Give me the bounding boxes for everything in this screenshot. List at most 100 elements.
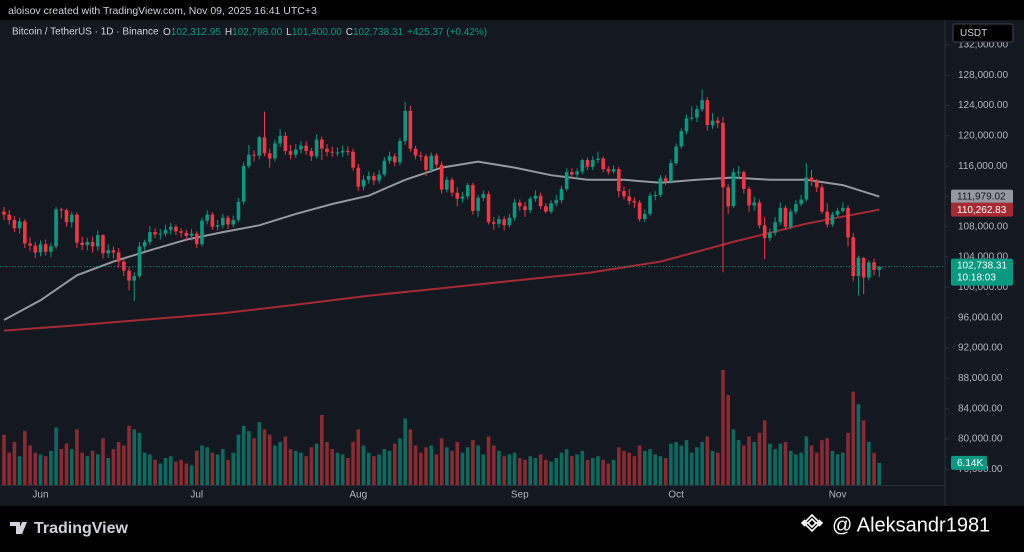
volume-bar — [663, 458, 668, 485]
binance-icon — [800, 513, 824, 533]
volume-bar — [627, 452, 631, 485]
candle-body — [7, 214, 12, 220]
volume-bar — [184, 463, 189, 485]
volume-bar — [794, 454, 798, 485]
volume-bar — [247, 431, 251, 485]
currency: USDT — [960, 28, 987, 39]
candle-body — [288, 150, 293, 155]
volume-bar — [658, 456, 663, 485]
volume-bar — [679, 445, 684, 485]
candle-body — [544, 206, 548, 212]
ohlc-legend: O102,312.95 H102,798.00 L101,400.00 C102,73… — [163, 27, 487, 38]
y-tick-label: 104,000.00 — [958, 252, 1008, 263]
volume-bar — [606, 463, 611, 485]
candle-body — [825, 211, 829, 225]
candle-body — [335, 152, 340, 154]
y-tick-label: 132,000.00 — [958, 40, 1008, 51]
y-tick-label: 84,000.00 — [958, 403, 1003, 414]
volume-bar — [450, 450, 454, 485]
x-tick-label: Nov — [829, 490, 847, 501]
candle-body — [346, 150, 350, 152]
volume-bar — [559, 452, 564, 485]
candle-body — [450, 179, 454, 193]
candle-body — [674, 146, 678, 164]
volume-bar — [721, 370, 725, 485]
volume-bar — [325, 441, 329, 485]
legend-value: 102,738.31 — [353, 27, 403, 38]
candle-body — [851, 237, 856, 277]
candle-body — [575, 171, 579, 175]
volume-bar — [580, 450, 585, 485]
candle-body — [460, 196, 465, 199]
volume-bar — [799, 452, 803, 485]
candle-body — [841, 207, 845, 211]
candle-body — [132, 276, 137, 281]
y-tick-label: 92,000.00 — [958, 343, 1003, 354]
volume-bar — [210, 452, 215, 485]
candle-body — [788, 211, 793, 227]
volume-bar — [38, 454, 43, 485]
volume-bar — [861, 420, 866, 485]
volume-bar — [752, 441, 757, 485]
candle-body — [538, 195, 543, 207]
candle-body — [403, 110, 407, 142]
candle-body — [731, 172, 736, 207]
volume-bar — [564, 449, 569, 485]
volume-bar — [455, 441, 460, 485]
volume-bar — [856, 404, 861, 485]
candle-body — [361, 179, 366, 187]
candle-body — [684, 118, 689, 132]
candle-body — [38, 244, 43, 253]
candle-body — [257, 137, 262, 156]
volume-bar — [262, 429, 267, 485]
volume-bar — [486, 436, 491, 485]
volume-bar — [544, 459, 548, 485]
volume-bar — [809, 445, 814, 485]
volume-bar — [59, 449, 64, 485]
volume-bar — [726, 395, 730, 485]
candle-body — [747, 188, 751, 206]
volume-bar — [194, 450, 199, 485]
volume-bar — [215, 454, 220, 485]
legend-value: 102,798.00 — [232, 27, 282, 38]
volume-bar — [643, 450, 647, 485]
volume-bar — [148, 454, 152, 485]
volume-bar — [689, 452, 694, 485]
candle-body — [226, 217, 230, 225]
legend-change: +425.37 (+0.42%) — [407, 27, 487, 38]
volume-bar — [835, 454, 840, 485]
candle-body — [861, 257, 866, 278]
candle-body — [366, 175, 371, 180]
volume-bar — [700, 441, 704, 485]
volume-bar — [127, 425, 131, 485]
candle-body — [726, 187, 730, 207]
legend-key: C — [346, 27, 353, 38]
x-tick-label: Sep — [511, 490, 529, 501]
volume-value-box — [951, 455, 987, 470]
candle-body — [85, 241, 90, 245]
candle-body — [637, 202, 642, 220]
ma-value-box — [951, 202, 1013, 217]
volume-bar — [512, 452, 517, 485]
candle-body — [752, 202, 757, 206]
volume-bar — [502, 456, 506, 485]
candle-body — [611, 169, 616, 172]
volume-bar — [867, 441, 871, 485]
volume-bar — [398, 438, 402, 485]
volume-bar — [17, 456, 22, 485]
volume-bar — [241, 425, 246, 485]
candle-body — [252, 154, 256, 156]
candle-body — [695, 109, 699, 118]
candle-body — [533, 195, 538, 199]
y-tick-label: 120,000.00 — [958, 130, 1008, 141]
candle-body — [445, 179, 449, 190]
volume-bar — [340, 454, 345, 485]
candle-body — [778, 207, 783, 223]
candle-body — [148, 232, 152, 242]
candle-body — [262, 137, 267, 154]
candle-body — [215, 225, 220, 227]
volume-bar — [684, 440, 689, 485]
volume-bar — [346, 458, 350, 485]
candle-body — [689, 117, 694, 119]
